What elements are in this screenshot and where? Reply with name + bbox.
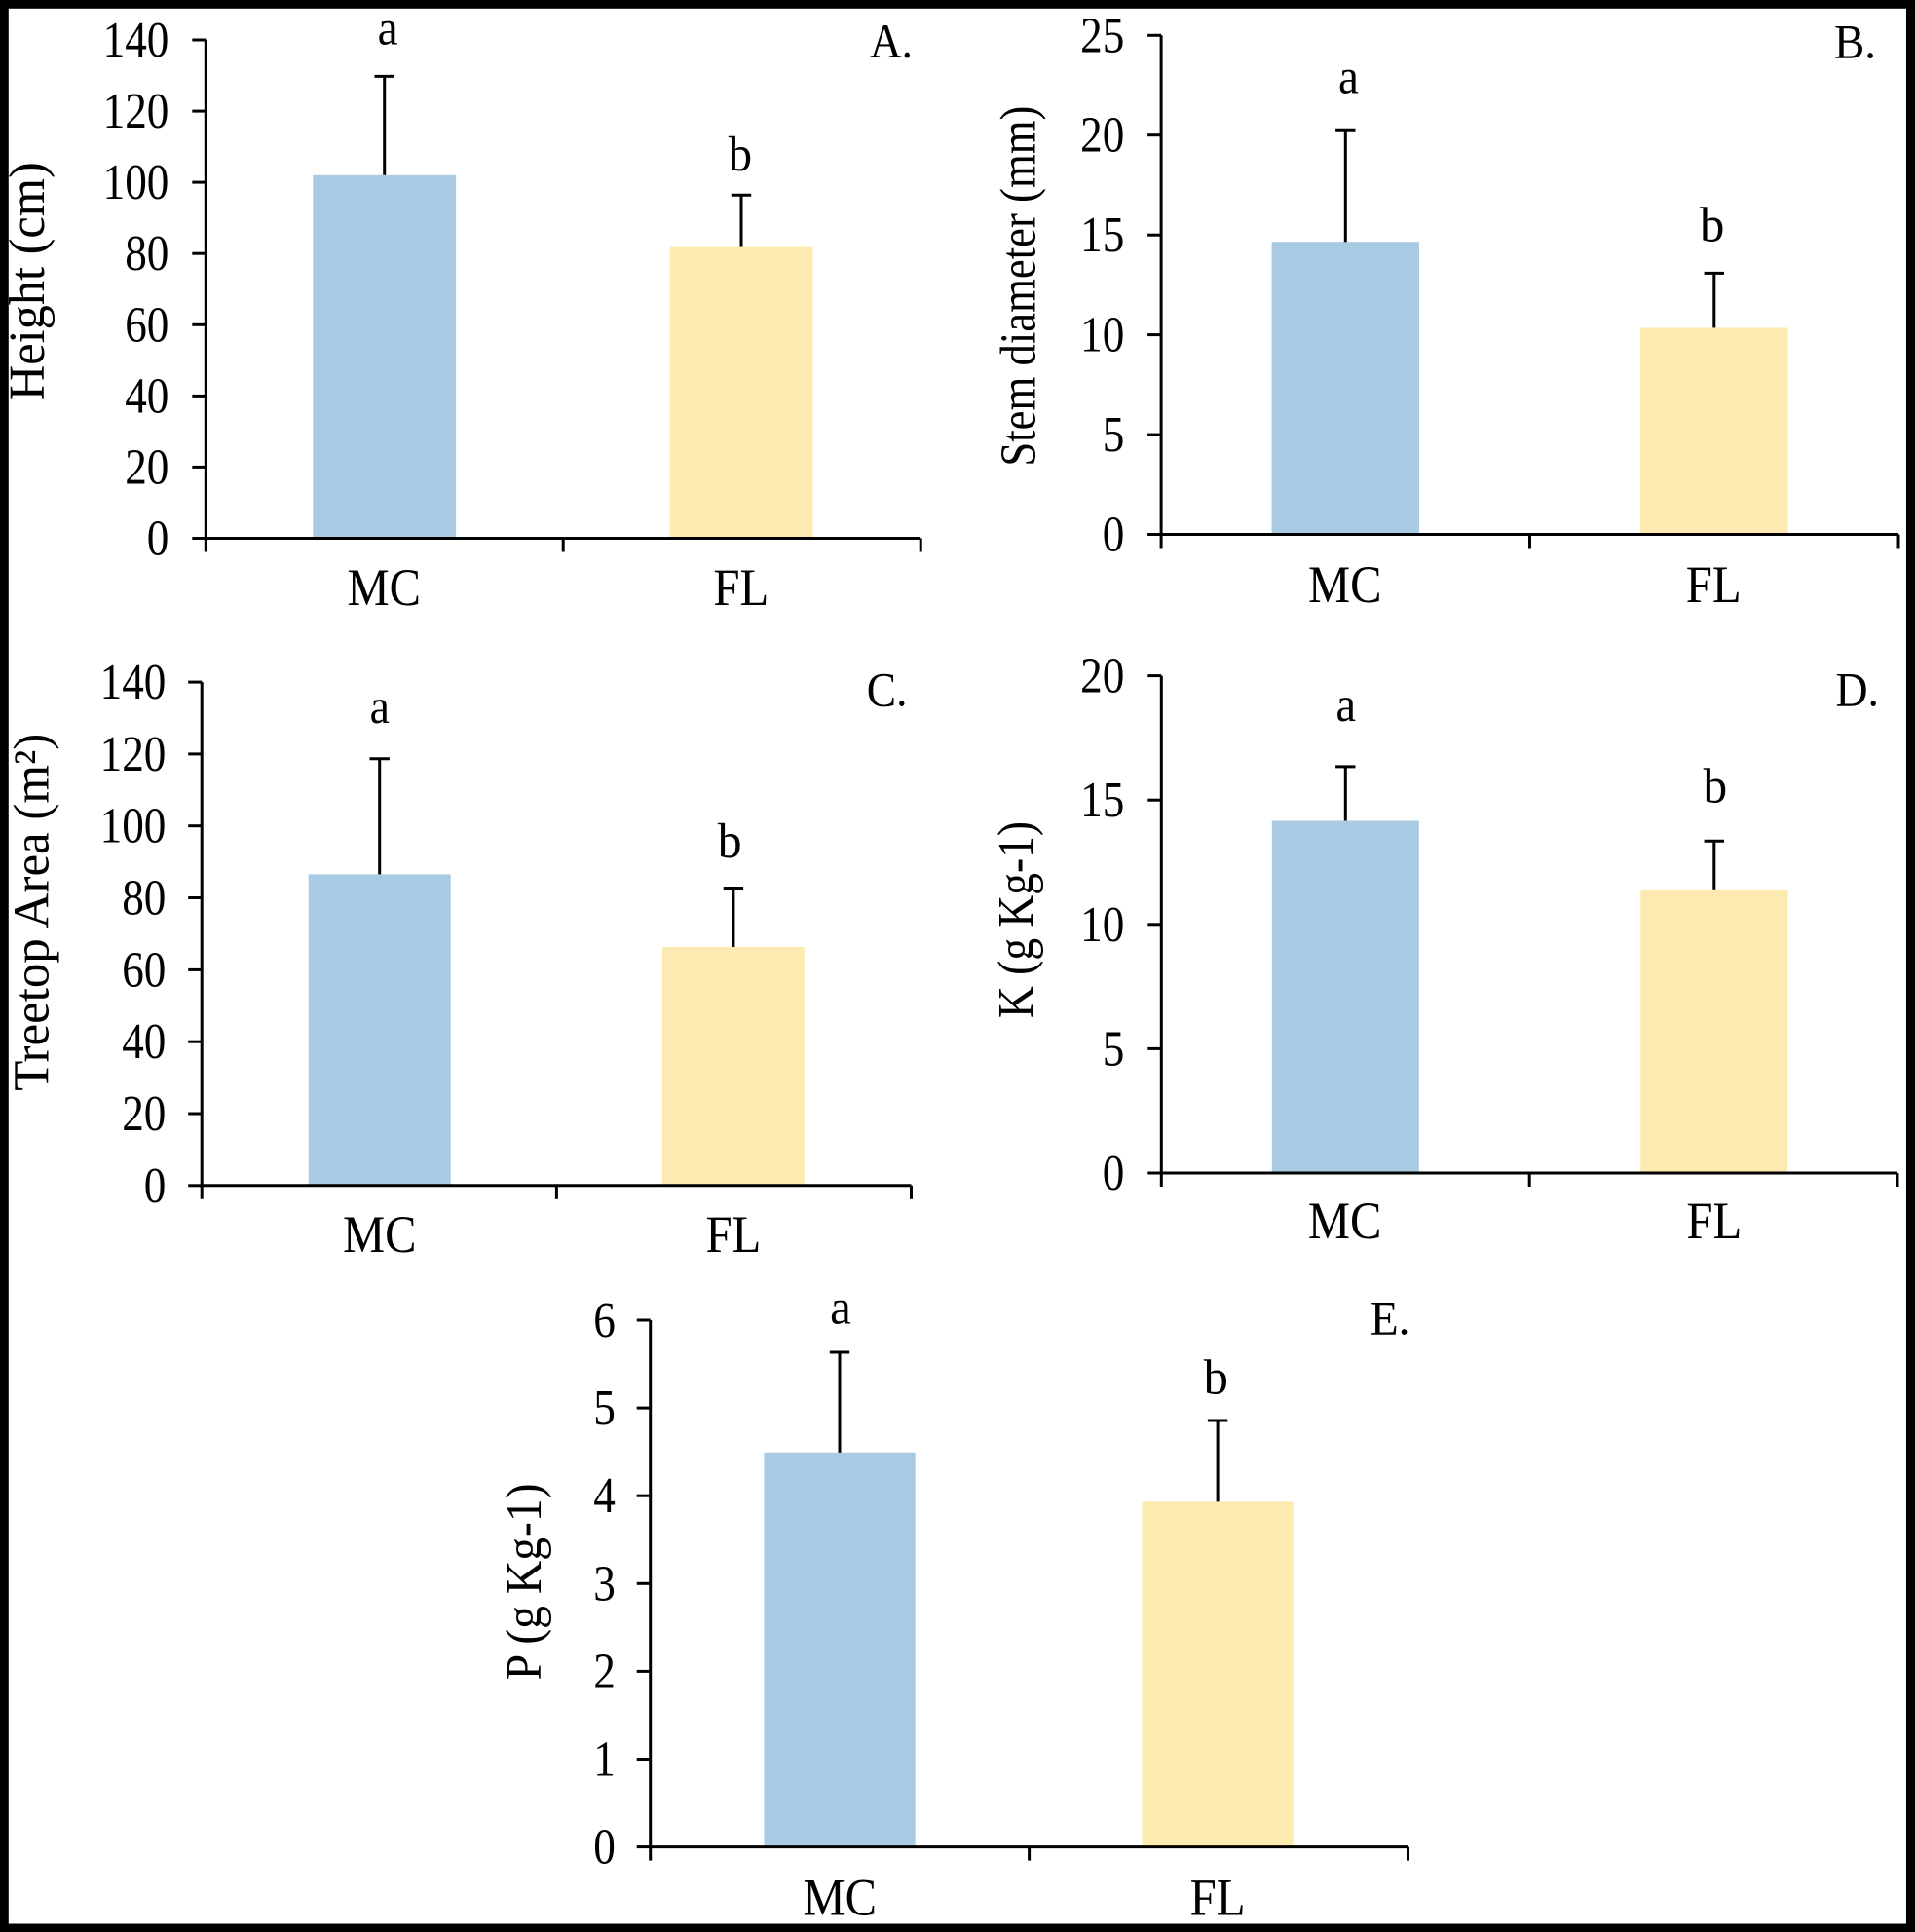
svg-text:b: b: [1704, 759, 1728, 814]
svg-text:5: 5: [593, 1381, 616, 1436]
svg-text:100: 100: [100, 799, 167, 854]
svg-text:Stem diameter (mm): Stem diameter (mm): [991, 106, 1046, 467]
svg-text:B.: B.: [1834, 15, 1876, 69]
svg-text:5: 5: [1103, 407, 1125, 463]
svg-text:60: 60: [125, 297, 169, 353]
svg-text:a: a: [370, 680, 390, 735]
svg-text:FL: FL: [705, 1205, 761, 1264]
svg-text:a: a: [378, 2, 398, 57]
svg-text:120: 120: [100, 727, 167, 782]
svg-text:15: 15: [1080, 208, 1124, 263]
svg-text:100: 100: [103, 155, 169, 210]
svg-text:a: a: [1335, 678, 1356, 733]
svg-text:4: 4: [593, 1468, 616, 1524]
svg-text:10: 10: [1080, 308, 1124, 363]
svg-text:0: 0: [147, 511, 169, 567]
svg-text:0: 0: [144, 1158, 167, 1214]
svg-text:b: b: [718, 814, 742, 869]
svg-text:Height (cm): Height (cm): [0, 162, 56, 400]
svg-text:FL: FL: [1190, 1869, 1246, 1927]
svg-text:0: 0: [593, 1820, 616, 1875]
svg-text:K (g Kg-1): K (g Kg-1): [989, 821, 1044, 1018]
svg-text:40: 40: [125, 368, 169, 424]
svg-text:b: b: [729, 128, 752, 182]
svg-text:140: 140: [103, 13, 169, 68]
svg-text:20: 20: [1080, 649, 1124, 704]
svg-text:1: 1: [593, 1732, 616, 1788]
svg-text:25: 25: [1080, 8, 1124, 63]
svg-text:P (g Kg-1): P (g Kg-1): [497, 1483, 552, 1680]
svg-text:80: 80: [125, 226, 169, 282]
svg-text:60: 60: [122, 942, 166, 998]
svg-text:20: 20: [125, 439, 169, 495]
svg-text:E.: E.: [1371, 1290, 1410, 1345]
svg-text:FL: FL: [1686, 1192, 1742, 1250]
svg-text:FL: FL: [713, 558, 769, 617]
svg-text:MC: MC: [1308, 555, 1382, 614]
svg-text:b: b: [1700, 199, 1724, 253]
svg-text:0: 0: [1103, 508, 1125, 563]
svg-text:a: a: [1338, 51, 1359, 105]
svg-text:MC: MC: [1308, 1192, 1382, 1250]
svg-text:2: 2: [593, 1644, 616, 1699]
svg-text:20: 20: [122, 1086, 166, 1142]
svg-text:MC: MC: [343, 1205, 417, 1264]
svg-text:0: 0: [1103, 1146, 1125, 1201]
svg-text:15: 15: [1080, 773, 1124, 828]
svg-text:6: 6: [593, 1293, 616, 1348]
svg-text:C.: C.: [867, 662, 908, 716]
svg-text:FL: FL: [1686, 555, 1742, 614]
svg-text:b: b: [1204, 1351, 1228, 1406]
svg-text:a: a: [830, 1281, 851, 1336]
svg-text:D.: D.: [1836, 662, 1880, 716]
svg-text:3: 3: [593, 1556, 616, 1611]
svg-text:MC: MC: [348, 558, 422, 617]
svg-text:20: 20: [1080, 108, 1124, 164]
svg-text:Treetop Area (m²): Treetop Area (m²): [5, 734, 60, 1091]
svg-text:120: 120: [103, 84, 169, 139]
svg-text:5: 5: [1103, 1021, 1125, 1077]
svg-text:A.: A.: [870, 14, 913, 68]
svg-text:140: 140: [100, 655, 167, 710]
svg-text:40: 40: [122, 1014, 166, 1070]
svg-text:80: 80: [122, 871, 166, 927]
svg-text:MC: MC: [803, 1869, 877, 1927]
svg-text:10: 10: [1080, 897, 1124, 953]
